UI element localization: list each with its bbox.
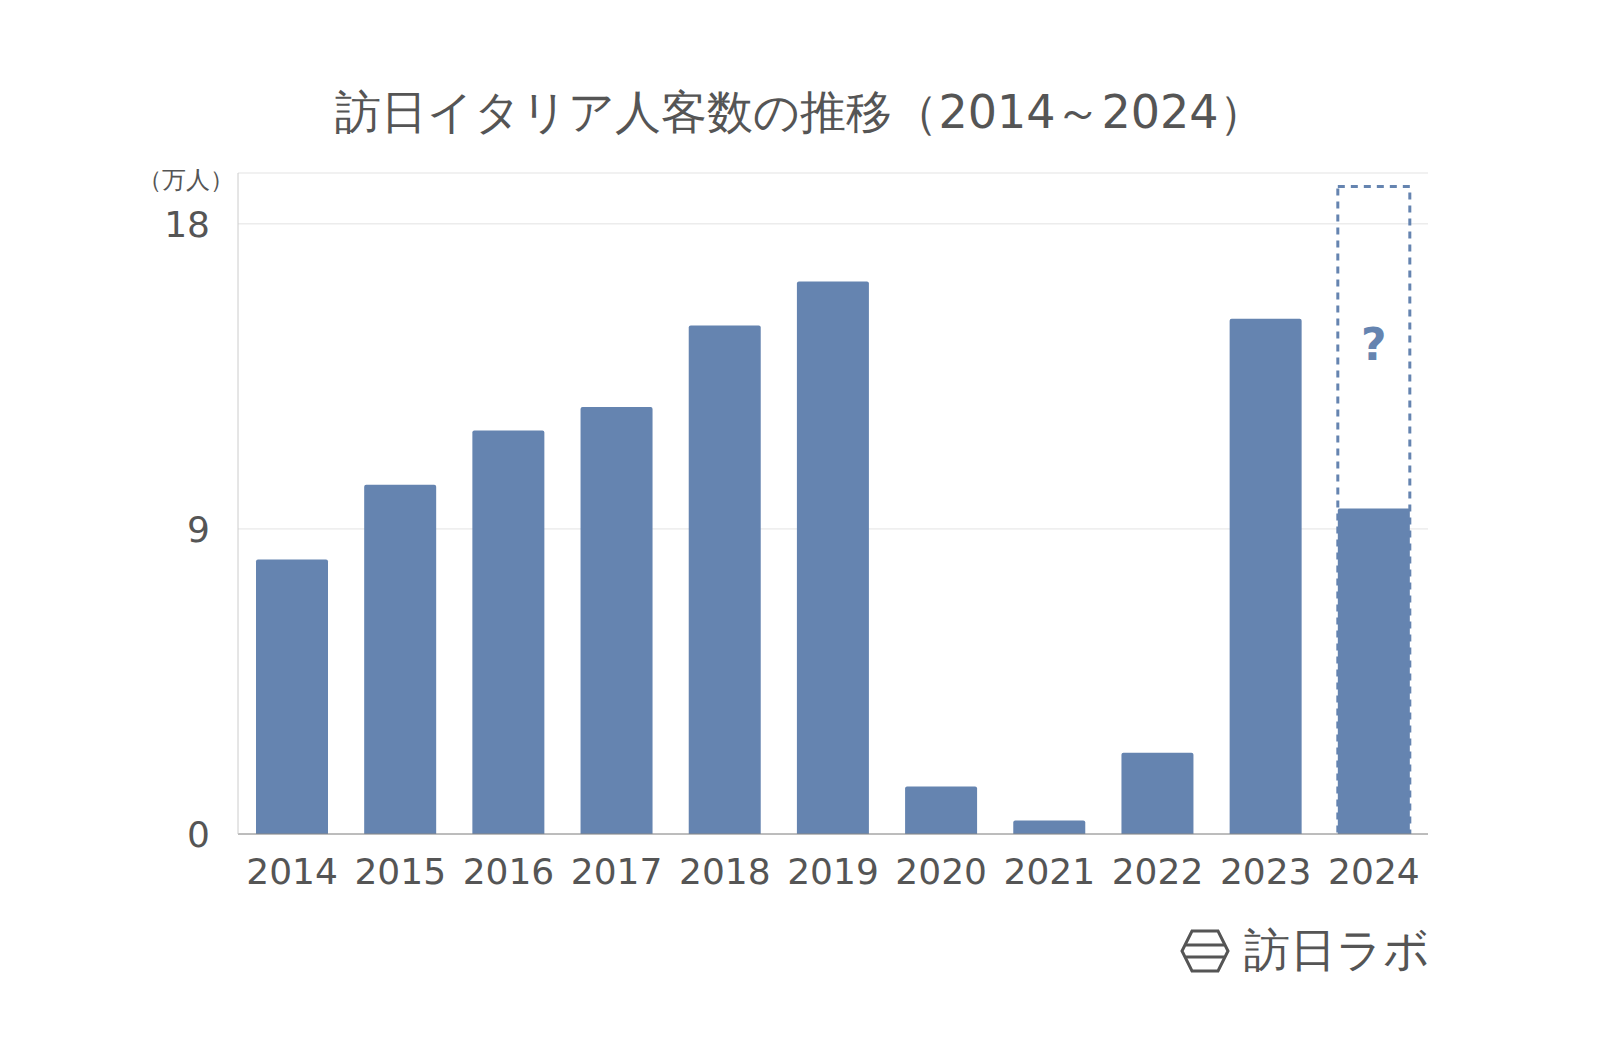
html-text:訪日イタリア人客数の推移（2014～2024）: 訪日イタリア人客数の推移（2014～2024） <box>335 85 1265 139</box>
svg-text:0: 0 <box>187 814 210 855</box>
html-text:訪日ラボ: 訪日ラボ <box>1244 923 1430 977</box>
svg-text:2014: 2014 <box>246 851 338 892</box>
svg-text:2018: 2018 <box>679 851 771 892</box>
svg-text:2021: 2021 <box>1004 851 1096 892</box>
svg-text:2023: 2023 <box>1220 851 1312 892</box>
svg-text:2022: 2022 <box>1112 851 1204 892</box>
svg-text:2020: 2020 <box>895 851 987 892</box>
html-text:（万人）: （万人） <box>138 166 234 194</box>
svg-text:2015: 2015 <box>354 851 446 892</box>
svg-text:2019: 2019 <box>787 851 879 892</box>
svg-text:18: 18 <box>164 204 210 245</box>
svg-text:2016: 2016 <box>463 851 555 892</box>
svg-text:?: ? <box>1361 319 1387 370</box>
svg-text:2017: 2017 <box>571 851 663 892</box>
svg-text:9: 9 <box>187 509 210 550</box>
svg-text:2024: 2024 <box>1328 851 1420 892</box>
